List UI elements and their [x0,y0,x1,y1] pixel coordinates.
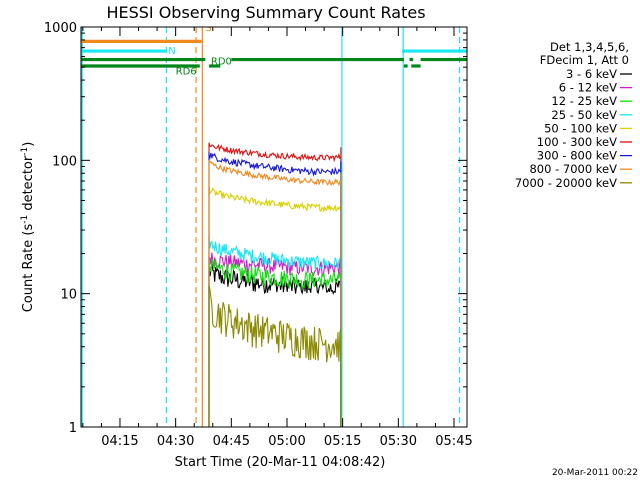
legend-label-8: 7000 - 20000 keV [515,176,617,190]
flag-label-rd0: RD0 [211,57,232,68]
series-line-8 [208,285,342,427]
x-tick-label: 04:30 [157,434,194,449]
x-axis-label: Start Time (20-Mar-11 04:08:42) [175,455,386,470]
vertical-markers [81,27,461,427]
x-axis-ticks: 04:15 04:30 04:45 05:00 05:15 05:30 05:45 [82,27,473,449]
series-line-1 [208,252,342,427]
x-tick-label: 05:00 [268,434,305,449]
y-tick-label: 10 [60,288,77,303]
legend-label-1: 6 - 12 keV [559,81,617,95]
x-tick-label: 05:30 [380,434,417,449]
y-axis-ticks: 1 10 100 1000 [44,21,467,436]
y-tick-label: 1 [69,421,77,436]
series-line-4 [208,186,342,427]
plot-frame [80,26,468,428]
series-line-7 [208,160,342,427]
attenuator-flag-bars: S N RD0 RD6 [81,23,467,78]
flag-label-s: S [205,23,211,34]
series-line-3 [208,234,342,427]
legend-header-line-2: FDecim 1, Att 0 [540,53,629,67]
legend-label-5: 100 - 300 keV [537,135,617,149]
chart-title: HESSI Observing Summary Count Rates [106,3,425,22]
x-tick-label: 04:45 [213,434,250,449]
legend: Det 1,3,4,5,6, FDecim 1, Att 0 3 - 6 keV… [515,40,632,190]
flag-label-rd6: RD6 [176,67,197,78]
legend-label-4: 50 - 100 keV [544,121,617,135]
x-tick-label: 05:15 [324,434,361,449]
y-axis-label: Count Rate (s-1 detector-1) [20,142,36,313]
legend-header-line-1: Det 1,3,4,5,6, [550,40,629,54]
series-line-6 [208,152,342,427]
legend-label-3: 25 - 50 keV [551,108,617,122]
legend-label-0: 3 - 6 keV [566,67,617,81]
date-stamp: 20-Mar-2011 00:22 [552,468,638,478]
series-line-5 [208,142,342,427]
y-tick-label: 100 [52,154,77,169]
legend-label-7: 800 - 7000 keV [529,162,617,176]
x-tick-label: 04:15 [101,434,138,449]
flag-label-n: N [168,46,175,57]
legend-label-6: 300 - 800 keV [537,149,617,163]
x-tick-label: 05:45 [435,434,472,449]
series-line-2 [208,257,342,427]
series-line-0 [208,263,342,427]
legend-label-2: 12 - 25 keV [551,94,617,108]
count-rate-series [208,142,342,427]
y-tick-label: 1000 [44,21,77,36]
